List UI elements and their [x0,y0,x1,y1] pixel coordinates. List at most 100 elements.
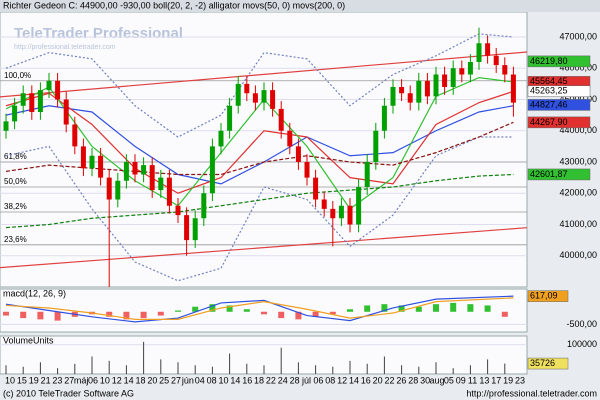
macd-bar [3,311,9,316]
x-tick-label: 08 [325,375,335,385]
candle-body [201,193,207,219]
y-tick-label: 45000,00 [559,94,597,104]
candle-body [252,93,258,103]
x-tick-label: 06 [88,375,98,385]
candle-body [390,87,396,106]
x-tick-label: 15 [17,375,27,385]
macd-bar [175,310,181,312]
watermark: TeleTrader Professional [14,25,183,42]
macd-bar [54,311,61,321]
macd-title: macd(12, 26, 9) [3,288,66,298]
fib-label: 61,8% [4,152,27,161]
candle-body [46,80,52,91]
macd-bar [226,305,233,312]
macd-bar [329,311,336,315]
fib-label: 38,2% [4,202,27,211]
price-tag [527,85,591,98]
watermark-url: http://professional.teletrader.com [14,44,116,51]
candle-body [106,177,112,200]
candle-body [149,165,155,191]
candle-body [373,130,379,162]
candle-body [218,130,224,147]
macd-bar [398,305,405,312]
x-tick-label: 24 [278,375,288,385]
price-tag-label: 42601,87 [530,169,568,179]
candle-body [175,205,181,216]
x-tick-label: jún [181,375,194,385]
candle-body [55,80,61,100]
y-tick-label: 47000,00 [559,31,597,41]
macd-bar [295,311,302,320]
volume-title: VolumeUnits [3,335,54,345]
candle-body [450,68,456,87]
x-tick-label: 23 [515,375,525,385]
candle-body [20,93,26,106]
x-tick-label: 20 [373,375,383,385]
price-tag [527,168,591,181]
candle-body [89,155,95,169]
x-tick-label: 10 [100,375,110,385]
candle-body [338,205,344,219]
macd-bar [467,304,474,312]
indicator-line [5,90,514,194]
macd-bar [433,304,439,312]
x-tick-label: 14 [349,375,359,385]
candle-body [63,99,69,125]
footer-left: (c) 2010 TeleTrader Software AG [3,388,134,398]
candle-body [98,155,104,178]
candle-body [3,121,9,131]
macd-bar [243,309,250,312]
price-tag-label: 44827,46 [530,99,568,109]
candle-body [192,218,198,241]
candle-body [244,83,250,94]
candle-body [227,105,233,131]
price-tag [527,116,591,129]
x-tick-label: 08 [207,375,217,385]
candle-body [295,146,301,162]
x-tick-label: 12 [337,375,347,385]
macd-bar [501,311,508,317]
y-tick-label: 100000 [567,339,597,349]
x-tick-label: 26 [396,375,406,385]
macd-bar [123,311,130,320]
y-tick-label: 46000,00 [559,63,597,73]
candle-body [424,80,430,97]
candle-body [493,55,499,66]
x-tick-label: 05 [444,375,454,385]
candle-body [37,90,43,112]
candle-body [381,105,387,131]
x-tick-label: 19 [29,375,39,385]
x-tick-label: 04 [195,375,205,385]
price-tag-label: 45263,25 [530,86,568,96]
macd-bar [381,304,388,312]
candle-body [158,177,164,191]
macd-bar [140,311,147,319]
candle-body [399,87,405,94]
x-tick-label: 23 [52,375,62,385]
candle-body [12,105,18,122]
price-tag-label: 45564,45 [530,76,568,86]
candle-body [209,146,215,194]
indicator-line [5,173,514,229]
x-tick-label: 13 [479,375,489,385]
macd-panel [0,288,528,333]
x-tick-label: 10 [5,375,15,385]
candle-body [416,80,422,103]
footer-right: http://professional.teletrader.com [466,388,597,398]
candle-body [123,162,129,181]
candle-body [407,93,413,103]
macd-bar [106,311,113,317]
x-tick-label: 16 [361,375,371,385]
candle-body [166,177,172,206]
x-tick-label: 06 [313,375,323,385]
x-tick-label: 18 [135,375,145,385]
y-tick-label: 43000,00 [559,156,597,166]
macd-bar [20,311,27,319]
macd-bar [37,311,44,320]
candle-body [270,90,276,109]
candle-body [356,187,362,225]
candle-body [80,146,86,169]
y-tick-label: 42000,00 [559,188,597,198]
macd-bar [192,306,199,312]
